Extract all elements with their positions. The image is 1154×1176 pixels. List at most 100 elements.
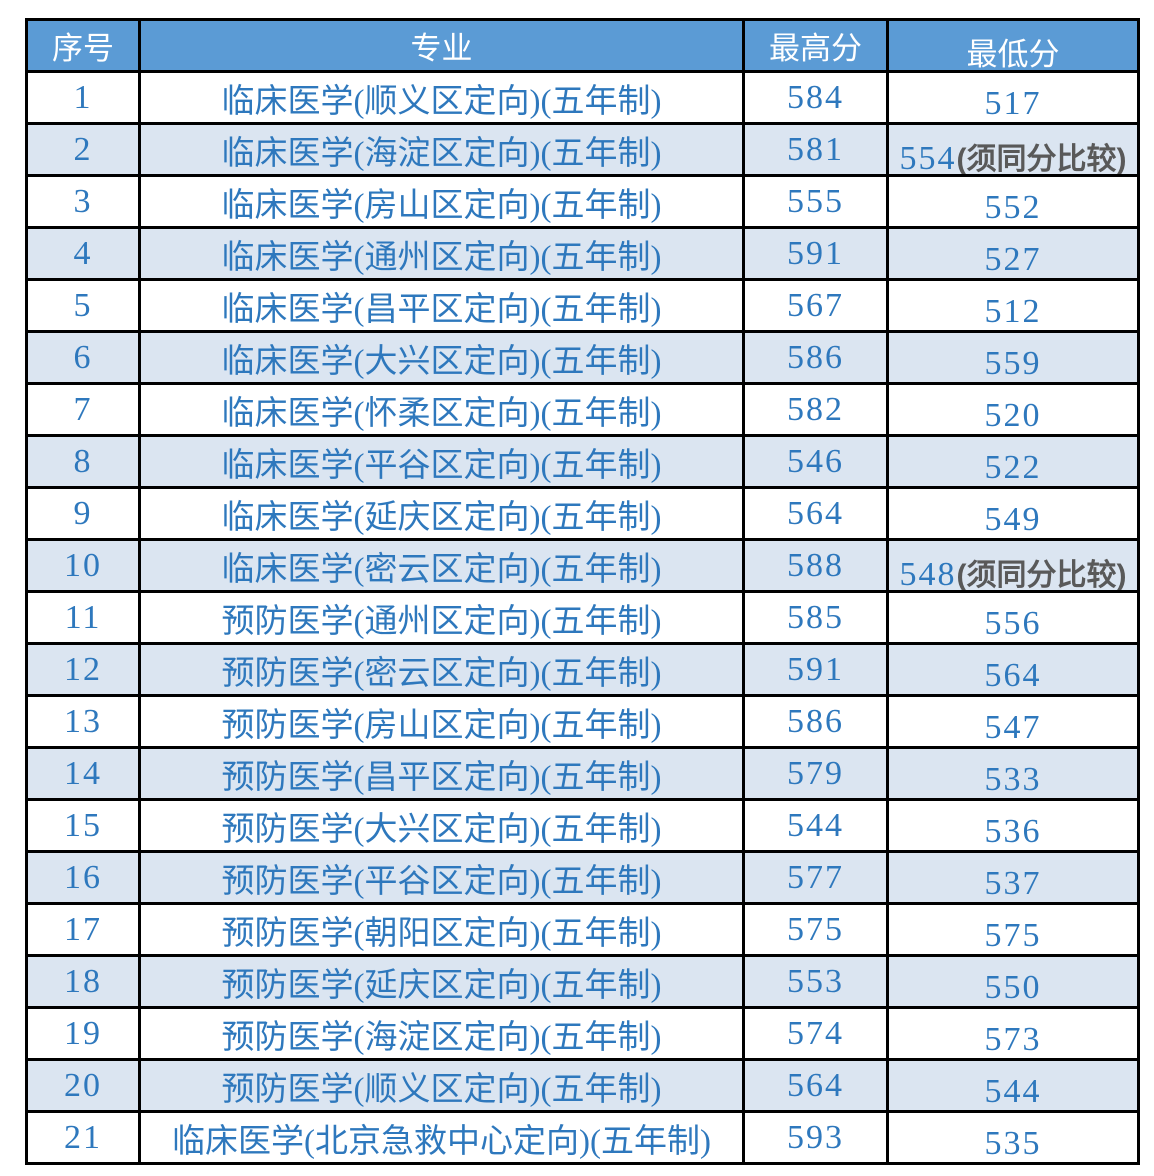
cell-index: 13	[25, 694, 141, 749]
cell-major: 预防医学(通州区定向)(五年制)	[138, 590, 745, 645]
min-value: 564	[984, 656, 1042, 694]
min-value: 547	[984, 708, 1042, 746]
cell-max: 585	[742, 590, 889, 645]
cell-min: 556	[886, 590, 1140, 645]
min-value: 573	[984, 1020, 1042, 1058]
min-value: 535	[984, 1124, 1042, 1162]
cell-min: 544	[886, 1058, 1140, 1113]
cell-index: 1	[25, 70, 141, 125]
table-row: 10 临床医学(密云区定向)(五年制) 588 548(须同分比较)	[25, 538, 1140, 593]
table-row: 15 预防医学(大兴区定向)(五年制) 544 536	[25, 798, 1140, 853]
cell-major: 临床医学(密云区定向)(五年制)	[138, 538, 745, 593]
cell-major: 临床医学(怀柔区定向)(五年制)	[138, 382, 745, 437]
cell-index: 2	[25, 122, 141, 177]
cell-max: 586	[742, 694, 889, 749]
cell-min: 547	[886, 694, 1140, 749]
cell-min: 573	[886, 1006, 1140, 1061]
cell-max: 546	[742, 434, 889, 489]
cell-min: 536	[886, 798, 1140, 853]
cell-index: 20	[25, 1058, 141, 1113]
table-row: 4 临床医学(通州区定向)(五年制) 591 527	[25, 226, 1140, 281]
cell-min: 517	[886, 70, 1140, 125]
cell-min: 520	[886, 382, 1140, 437]
cell-max: 564	[742, 486, 889, 541]
min-value: 575	[984, 916, 1042, 954]
min-value: 533	[984, 760, 1042, 798]
min-value: 537	[984, 864, 1042, 902]
cell-index: 7	[25, 382, 141, 437]
cell-index: 10	[25, 538, 141, 593]
cell-index: 15	[25, 798, 141, 853]
cell-max: 575	[742, 902, 889, 957]
cell-index: 16	[25, 850, 141, 905]
table-row: 11 预防医学(通州区定向)(五年制) 585 556	[25, 590, 1140, 645]
min-value: 556	[984, 604, 1042, 642]
cell-min: 550	[886, 954, 1140, 1009]
cell-max: 544	[742, 798, 889, 853]
cell-major: 预防医学(房山区定向)(五年制)	[138, 694, 745, 749]
table-row: 13 预防医学(房山区定向)(五年制) 586 547	[25, 694, 1140, 749]
cell-major: 临床医学(海淀区定向)(五年制)	[138, 122, 745, 177]
cell-max: 591	[742, 642, 889, 697]
min-value: 544	[984, 1072, 1042, 1110]
table-row: 17 预防医学(朝阳区定向)(五年制) 575 575	[25, 902, 1140, 957]
cell-max: 555	[742, 174, 889, 229]
cell-index: 11	[25, 590, 141, 645]
cell-index: 17	[25, 902, 141, 957]
cell-min: 512	[886, 278, 1140, 333]
min-note: (须同分比较)	[956, 142, 1127, 176]
cell-index: 19	[25, 1006, 141, 1061]
cell-min: 549	[886, 486, 1140, 541]
min-value: 520	[984, 396, 1042, 434]
cell-max: 591	[742, 226, 889, 281]
cell-max: 579	[742, 746, 889, 801]
cell-max: 582	[742, 382, 889, 437]
cell-min: 564	[886, 642, 1140, 697]
cell-major: 临床医学(通州区定向)(五年制)	[138, 226, 745, 281]
cell-major: 预防医学(密云区定向)(五年制)	[138, 642, 745, 697]
header-min-label: 最低分	[966, 37, 1060, 72]
cell-index: 9	[25, 486, 141, 541]
cell-min: 537	[886, 850, 1140, 905]
cell-max: 567	[742, 278, 889, 333]
cell-min: 552	[886, 174, 1140, 229]
cell-max: 574	[742, 1006, 889, 1061]
cell-major: 预防医学(延庆区定向)(五年制)	[138, 954, 745, 1009]
table-row: 12 预防医学(密云区定向)(五年制) 591 564	[25, 642, 1140, 697]
header-max: 最高分	[742, 18, 889, 73]
header-index: 序号	[25, 18, 141, 73]
cell-index: 14	[25, 746, 141, 801]
table-row: 18 预防医学(延庆区定向)(五年制) 553 550	[25, 954, 1140, 1009]
table-body: 1 临床医学(顺义区定向)(五年制) 584 517 2 临床医学(海淀区定向)…	[25, 70, 1140, 1165]
cell-major: 临床医学(北京急救中心定向)(五年制)	[138, 1110, 745, 1165]
min-value: 559	[984, 344, 1042, 382]
cell-major: 预防医学(海淀区定向)(五年制)	[138, 1006, 745, 1061]
cell-min: 535	[886, 1110, 1140, 1165]
cell-major: 临床医学(房山区定向)(五年制)	[138, 174, 745, 229]
cell-major: 临床医学(大兴区定向)(五年制)	[138, 330, 745, 385]
table-row: 8 临床医学(平谷区定向)(五年制) 546 522	[25, 434, 1140, 489]
min-value: 548	[899, 555, 957, 592]
table-row: 16 预防医学(平谷区定向)(五年制) 577 537	[25, 850, 1140, 905]
cell-major: 预防医学(朝阳区定向)(五年制)	[138, 902, 745, 957]
cell-index: 5	[25, 278, 141, 333]
cell-index: 6	[25, 330, 141, 385]
cell-max: 586	[742, 330, 889, 385]
cell-min: 554(须同分比较)	[886, 122, 1140, 177]
cell-min: 533	[886, 746, 1140, 801]
header-major: 专业	[138, 18, 745, 73]
cell-min: 575	[886, 902, 1140, 957]
table-row: 1 临床医学(顺义区定向)(五年制) 584 517	[25, 70, 1140, 125]
min-value: 536	[984, 812, 1042, 850]
table-row: 9 临床医学(延庆区定向)(五年制) 564 549	[25, 486, 1140, 541]
min-value: 527	[984, 240, 1042, 278]
cell-index: 3	[25, 174, 141, 229]
table-row: 2 临床医学(海淀区定向)(五年制) 581 554(须同分比较)	[25, 122, 1140, 177]
cell-index: 4	[25, 226, 141, 281]
table-row: 3 临床医学(房山区定向)(五年制) 555 552	[25, 174, 1140, 229]
table-row: 6 临床医学(大兴区定向)(五年制) 586 559	[25, 330, 1140, 385]
cell-major: 预防医学(平谷区定向)(五年制)	[138, 850, 745, 905]
table-row: 19 预防医学(海淀区定向)(五年制) 574 573	[25, 1006, 1140, 1061]
score-table: 序号 专业 最高分 最低分 1 临床医学(顺义区定向)(五年制) 584 517…	[25, 18, 1140, 1165]
header-min: 最低分	[886, 18, 1140, 73]
